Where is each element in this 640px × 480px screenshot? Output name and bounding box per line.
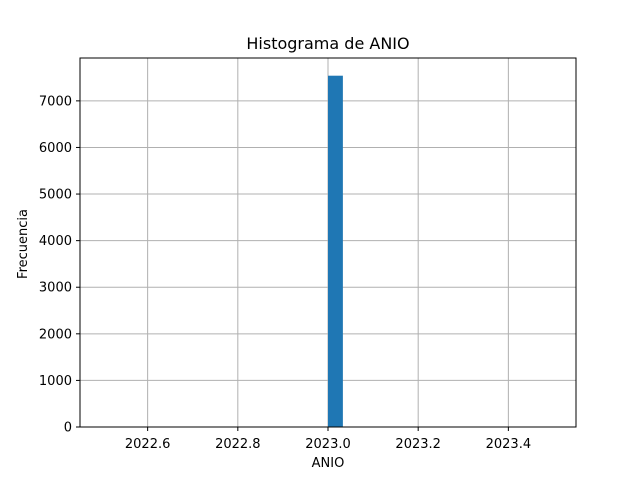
x-tick-label: 2023.0 [305, 437, 351, 452]
x-tick-label: 2022.6 [125, 437, 171, 452]
y-tick-label: 4000 [39, 234, 72, 249]
y-tick-label: 6000 [39, 141, 72, 156]
y-tick-label: 2000 [39, 327, 72, 342]
histogram-bar [328, 75, 343, 428]
x-axis-ticks: 2022.6 2022.8 2023.0 2023.2 2023.4 [125, 427, 531, 452]
y-tick-label: 1000 [39, 374, 72, 389]
x-tick-label: 2023.2 [395, 437, 441, 452]
y-axis-label: Frecuencia [16, 209, 31, 279]
y-tick-label: 3000 [39, 281, 72, 296]
y-axis-ticks: 0 1000 2000 3000 4000 5000 6000 7000 [39, 94, 80, 436]
x-axis-label: ANIO [312, 456, 345, 471]
histogram-bars [328, 75, 343, 428]
y-tick-label: 7000 [39, 94, 72, 109]
x-tick-label: 2023.4 [486, 437, 532, 452]
y-tick-label: 0 [64, 421, 72, 436]
x-tick-label: 2022.8 [215, 437, 261, 452]
y-tick-label: 5000 [39, 188, 72, 203]
chart-title: Histograma de ANIO [246, 34, 409, 53]
